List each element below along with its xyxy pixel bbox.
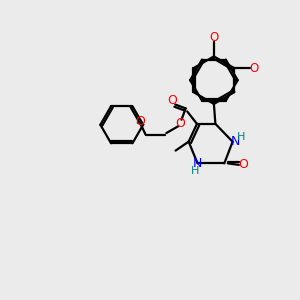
Text: O: O xyxy=(238,158,248,171)
Text: O: O xyxy=(176,117,185,130)
Text: O: O xyxy=(209,32,218,44)
Text: H: H xyxy=(190,166,199,176)
Text: O: O xyxy=(135,115,145,128)
Text: H: H xyxy=(237,132,246,142)
Text: O: O xyxy=(167,94,177,107)
Text: N: N xyxy=(231,135,240,148)
Text: O: O xyxy=(249,62,258,75)
Text: N: N xyxy=(193,157,202,170)
